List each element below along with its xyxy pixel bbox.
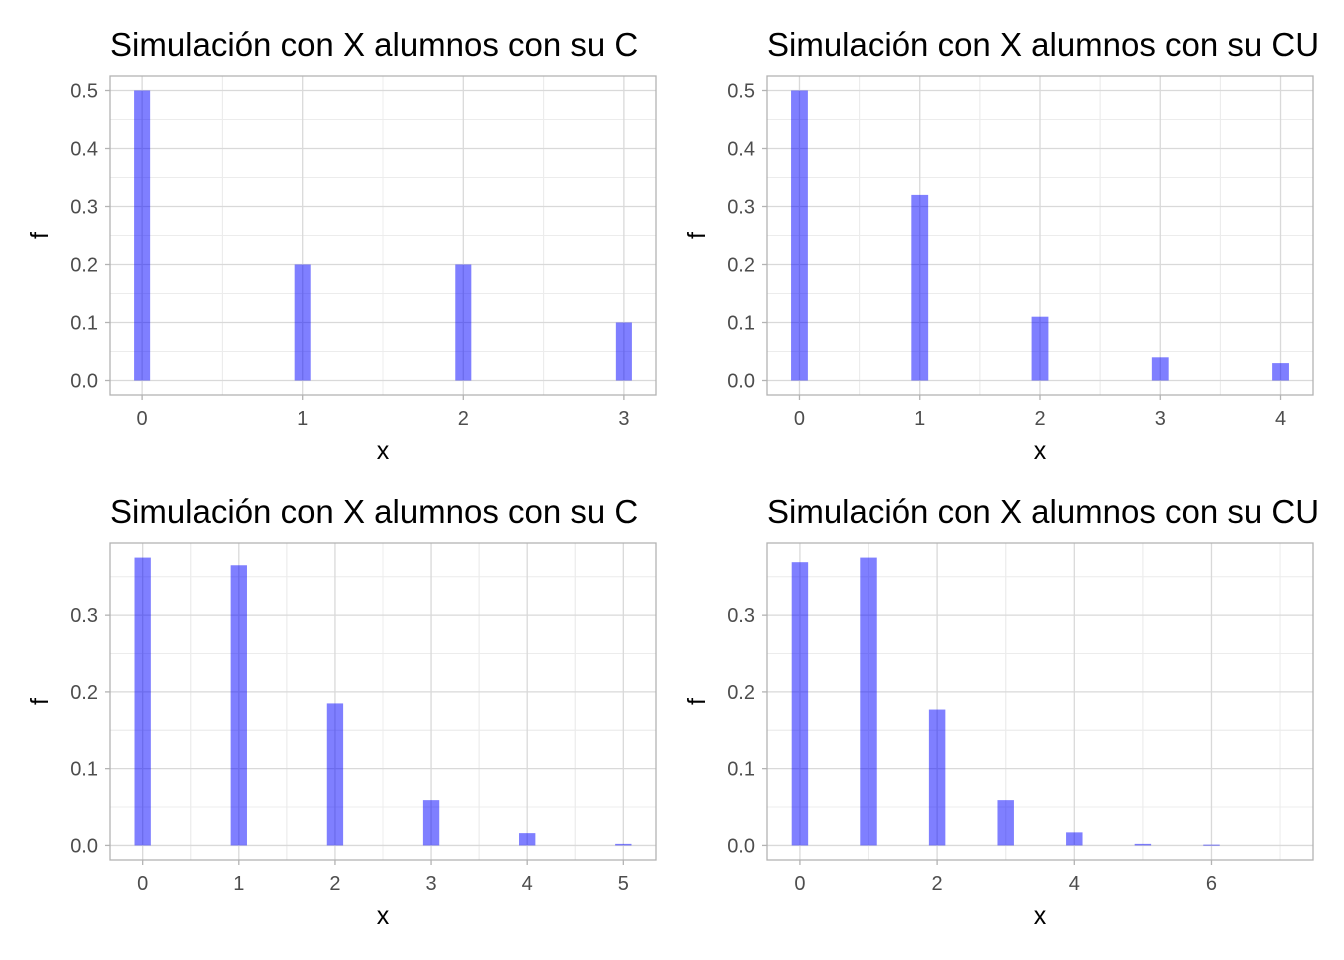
y-tick-label: 0.3	[70, 605, 98, 627]
x-axis-label: x	[377, 902, 390, 930]
bar-x0	[134, 90, 151, 381]
x-tick-label: 3	[426, 873, 437, 895]
bar-x5	[1134, 843, 1152, 846]
y-axis-label: f	[26, 232, 54, 239]
chart-panel-2: 0 1 2 3 4 0.0 0.1 0.2 0.3 0.4 0.5 x f Simulación con …	[672, 0, 1344, 480]
x-tick-label: 3	[618, 408, 629, 430]
chart-3: 0 1 2 3 4 5 0.0 0.1 0.2 0.3 x f Simulación con X alu…	[26, 493, 657, 930]
bar-x1	[911, 194, 929, 381]
x-tick-label: 1	[233, 873, 244, 895]
x-tick-label: 0	[794, 408, 805, 430]
bar-x3	[997, 800, 1014, 846]
x-tick-label: 1	[297, 408, 308, 430]
plot-frame	[109, 542, 657, 861]
bar-x1	[860, 557, 877, 846]
bar-x0	[791, 562, 809, 846]
x-tick-label: 1	[914, 408, 925, 430]
x-tick-label: 4	[1275, 408, 1286, 430]
x-tick-label: 0	[137, 408, 148, 430]
x-tick-label: 2	[1034, 408, 1045, 430]
chart-2: 0 1 2 3 4 0.0 0.1 0.2 0.3 0.4 0.5 x f Simulación con …	[683, 26, 1319, 465]
y-tick-label: 0.2	[70, 255, 98, 277]
y-axis-label: f	[26, 698, 54, 705]
bar-x2	[455, 264, 472, 381]
y-tick-label: 0.1	[70, 313, 98, 335]
y-axis-label: f	[683, 232, 711, 239]
bar-x4	[1272, 363, 1289, 381]
y-tick-label: 0.0	[70, 835, 98, 857]
bar-x4	[1066, 832, 1083, 846]
chart-title: Simulación con X alumnos con su CU	[767, 26, 1319, 63]
x-tick-label: 0	[794, 873, 805, 895]
plot-frame	[766, 542, 1314, 861]
bar-x0	[134, 557, 151, 846]
bar-x3	[615, 322, 632, 381]
bar-x3	[422, 800, 440, 846]
bar-x2	[326, 703, 344, 846]
bar-x6	[1203, 844, 1220, 846]
y-tick-label: 0.2	[727, 682, 755, 704]
y-tick-label: 0.3	[70, 197, 98, 219]
y-tick-label: 0.5	[727, 81, 755, 103]
bar-x1	[230, 565, 247, 846]
x-tick-label: 4	[522, 873, 533, 895]
grid	[110, 76, 656, 395]
y-tick-label: 0.3	[727, 197, 755, 219]
x-tick-label: 5	[618, 873, 629, 895]
bar-x4	[519, 833, 536, 846]
chart-panel-1: 0 1 2 3 0.0 0.1 0.2 0.3 0.4 0.5 x f Simulación con X…	[0, 0, 672, 480]
x-axis-label: x	[1034, 437, 1047, 465]
y-tick-label: 0.4	[727, 139, 755, 161]
x-tick-label: 3	[1155, 408, 1166, 430]
bar-x3	[1151, 357, 1169, 381]
y-tick-label: 0.3	[727, 605, 755, 627]
x-axis-label: x	[1034, 902, 1047, 930]
y-axis-label: f	[683, 698, 711, 705]
grid	[767, 543, 1313, 860]
y-tick-label: 0.1	[727, 313, 755, 335]
x-tick-label: 4	[1069, 873, 1080, 895]
chart-panel-4: 0 2 4 6 0.0 0.1 0.2 0.3 x f Simulación con X alumn…	[672, 480, 1344, 960]
x-tick-label: 2	[932, 873, 943, 895]
y-tick-label: 0.5	[70, 81, 98, 103]
y-tick-label: 0.0	[727, 835, 755, 857]
bar-x5	[615, 843, 632, 846]
x-tick-label: 0	[137, 873, 148, 895]
plot-frame	[109, 75, 657, 396]
chart-title: Simulación con X alumnos con su C	[110, 26, 638, 63]
x-tick-label: 2	[329, 873, 340, 895]
bar-x2	[928, 709, 946, 846]
chart-panel-3: 0 1 2 3 4 5 0.0 0.1 0.2 0.3 x f Simulación con X alu…	[0, 480, 672, 960]
chart-1: 0 1 2 3 0.0 0.1 0.2 0.3 0.4 0.5 x f Simulación con X…	[26, 26, 657, 465]
y-tick-label: 0.2	[727, 255, 755, 277]
bar-x2	[1031, 316, 1049, 381]
y-tick-label: 0.1	[727, 759, 755, 781]
y-tick-label: 0.0	[70, 371, 98, 393]
grid	[110, 543, 656, 860]
x-tick-label: 6	[1206, 873, 1217, 895]
y-tick-label: 0.1	[70, 759, 98, 781]
bar-x1	[294, 264, 311, 381]
x-tick-label: 2	[458, 408, 469, 430]
y-tick-label: 0.4	[70, 139, 98, 161]
y-tick-label: 0.0	[727, 371, 755, 393]
y-tick-label: 0.2	[70, 682, 98, 704]
chart-title: Simulación con X alumnos con su C	[110, 493, 638, 530]
chart-4: 0 2 4 6 0.0 0.1 0.2 0.3 x f Simulación con X alumn…	[683, 493, 1319, 930]
chart-title: Simulación con X alumnos con su CU	[767, 493, 1319, 530]
bar-x0	[791, 90, 808, 381]
x-axis-label: x	[377, 437, 390, 465]
